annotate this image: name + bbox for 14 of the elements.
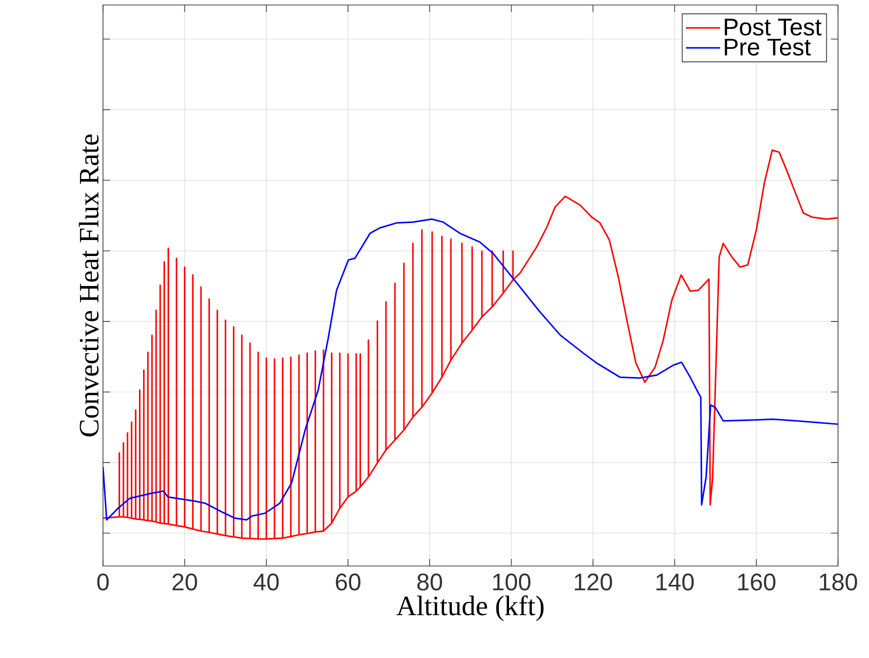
legend-label: Post Test <box>724 18 822 36</box>
x-tick-label: 140 <box>656 574 694 591</box>
x-tick-label: 80 <box>417 574 442 591</box>
x-tick-label: 100 <box>493 574 530 591</box>
x-tick-label: 160 <box>738 574 776 591</box>
x-tick-label: 40 <box>254 574 279 591</box>
x-tick-label: 120 <box>574 574 612 591</box>
x-axis-title: Altitude (kft) <box>396 595 544 622</box>
y-axis-title: Convective Heat Flux Rate <box>78 134 99 436</box>
x-tick-label: 20 <box>172 574 198 591</box>
x-tick-label: 180 <box>820 574 858 591</box>
x-tick-label: 60 <box>336 574 360 591</box>
x-tick-label: 0 <box>97 574 109 591</box>
legend-label: Pre Test <box>724 38 811 56</box>
